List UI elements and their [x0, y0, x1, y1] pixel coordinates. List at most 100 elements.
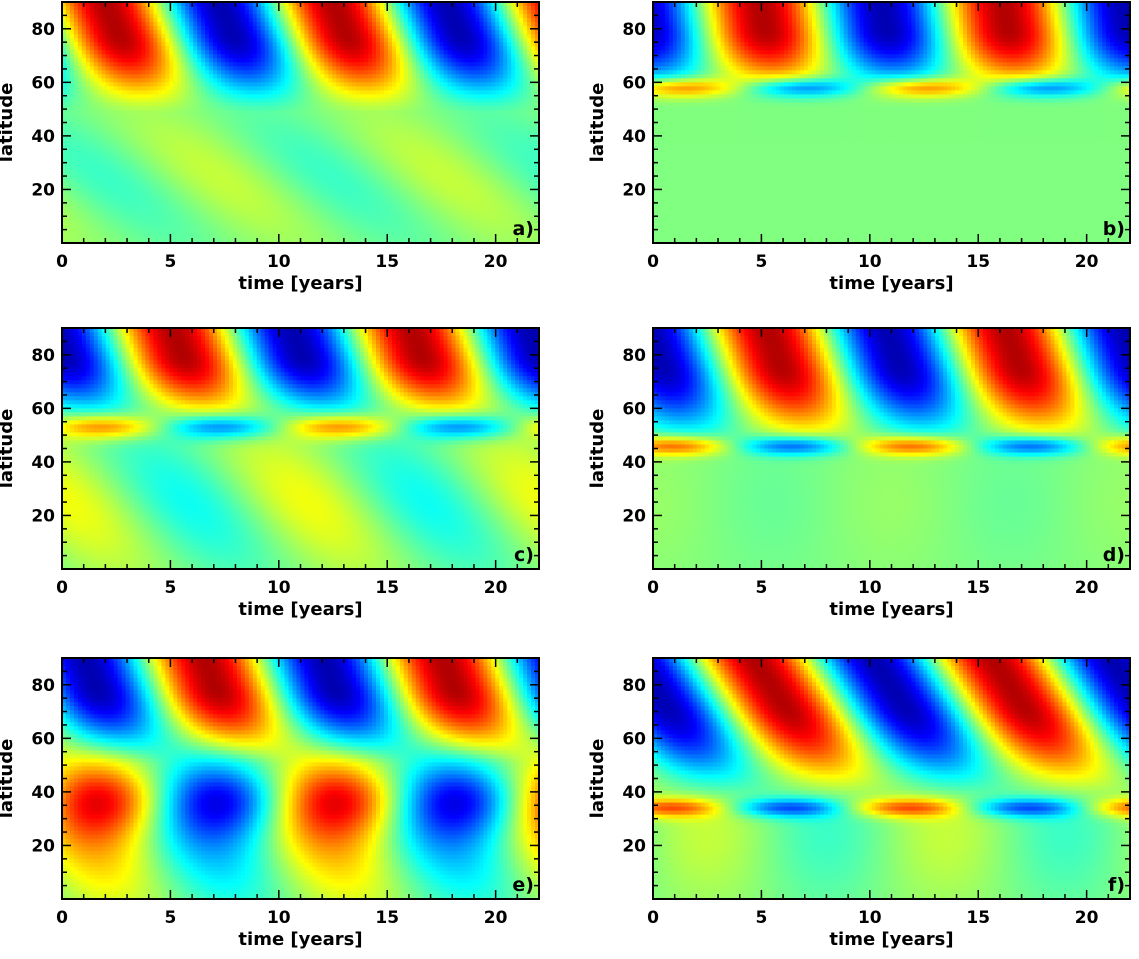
heatmap-cell: [368, 210, 373, 216]
heatmap-cell: [121, 178, 127, 184]
heatmap-cell: [296, 198, 302, 204]
heatmap-cell: [81, 62, 87, 67]
heatmap-cell: [387, 14, 393, 19]
heatmap-cell: [324, 202, 329, 208]
heatmap-cell: [232, 86, 238, 91]
heatmap-cell: [336, 186, 341, 192]
heatmap-cell: [213, 74, 218, 79]
heatmap-cell: [221, 150, 226, 156]
heatmap-cell: [189, 126, 194, 132]
heatmap-cell: [252, 154, 258, 160]
heatmap-cell: [380, 226, 385, 232]
heatmap-cell: [280, 122, 286, 128]
heatmap-cell: [360, 30, 365, 35]
heatmap-cell: [387, 66, 393, 71]
heatmap-cell: [360, 62, 365, 67]
heatmap-cell: [312, 74, 318, 79]
heatmap-cell: [292, 6, 298, 11]
heatmap-cell: [344, 30, 349, 35]
heatmap-cell: [85, 14, 91, 19]
heatmap-cell: [85, 174, 91, 180]
heatmap-cell: [324, 130, 329, 136]
heatmap-cell: [73, 226, 79, 232]
heatmap-cell: [320, 178, 325, 184]
heatmap-cell: [201, 94, 206, 99]
heatmap-cell: [117, 30, 123, 35]
heatmap-cell: [332, 170, 337, 176]
heatmap-cell: [181, 6, 186, 11]
heatmap-cell: [296, 78, 302, 83]
heatmap-cell: [252, 234, 258, 240]
heatmap-cell: [348, 214, 353, 220]
heatmap-cell: [336, 90, 341, 95]
heatmap-cell: [185, 18, 190, 23]
heatmap-cell: [213, 82, 218, 87]
heatmap-cell: [129, 174, 135, 180]
heatmap-cell: [344, 214, 349, 220]
heatmap-cell: [344, 2, 349, 7]
heatmap-cell: [312, 194, 318, 200]
heatmap-cell: [264, 50, 270, 55]
heatmap-cell: [316, 122, 321, 128]
heatmap-cell: [117, 118, 123, 124]
heatmap-cell: [77, 210, 83, 216]
heatmap-cell: [109, 38, 115, 43]
heatmap-cell: [356, 130, 361, 136]
heatmap-cell: [292, 166, 298, 172]
heatmap-cell: [312, 82, 318, 87]
heatmap-cell: [228, 2, 234, 7]
heatmap-cell: [137, 86, 143, 91]
heatmap-cell: [105, 54, 111, 59]
heatmap-cell: [296, 182, 302, 188]
heatmap-cell: [65, 238, 71, 244]
heatmap-cell: [213, 70, 218, 75]
heatmap-cell: [209, 210, 214, 216]
heatmap-cell: [372, 178, 377, 184]
heatmap-cell: [288, 102, 294, 108]
heatmap-cell: [292, 198, 298, 204]
heatmap-cell: [121, 10, 127, 15]
heatmap-cell: [77, 178, 83, 184]
heatmap-cell: [105, 194, 111, 200]
heatmap-cell: [244, 106, 250, 112]
heatmap-cell: [324, 10, 329, 15]
heatmap-cell: [77, 122, 83, 128]
heatmap-cell: [352, 98, 357, 104]
heatmap-cell: [141, 26, 147, 31]
heatmap-cell: [356, 186, 361, 192]
heatmap-cell: [264, 186, 270, 192]
heatmap-cell: [312, 86, 318, 91]
heatmap-cell: [221, 218, 226, 224]
heatmap-cell: [113, 142, 119, 148]
heatmap-cell: [97, 158, 103, 164]
heatmap-cell: [165, 18, 170, 23]
heatmap-cell: [376, 90, 381, 95]
heatmap-cell: [292, 126, 298, 132]
heatmap-cell: [376, 218, 381, 224]
heatmap-cell: [344, 142, 349, 148]
heatmap-cell: [268, 66, 274, 71]
heatmap-cell: [197, 206, 202, 212]
heatmap-cell: [201, 202, 206, 208]
heatmap-cell: [141, 178, 147, 184]
heatmap-cell: [105, 222, 111, 228]
heatmap-cell: [380, 206, 385, 212]
heatmap-cell: [145, 114, 151, 120]
heatmap-cell: [97, 210, 103, 216]
heatmap-cell: [288, 110, 294, 116]
heatmap-cell: [101, 122, 107, 128]
heatmap-cell: [260, 38, 266, 43]
heatmap-cell: [209, 142, 214, 148]
heatmap-cells: [62, 2, 540, 244]
heatmap-cell: [224, 230, 230, 236]
heatmap-cell: [85, 82, 91, 87]
heatmap-cell: [189, 226, 194, 232]
heatmap-cell: [348, 122, 353, 128]
heatmap-cell: [228, 86, 234, 91]
heatmap-cell: [364, 146, 369, 152]
heatmap-cell: [332, 74, 337, 79]
heatmap-cell: [328, 186, 333, 192]
heatmap-cell: [149, 222, 155, 228]
heatmap-cell: [244, 226, 250, 232]
heatmap-cell: [93, 194, 99, 200]
